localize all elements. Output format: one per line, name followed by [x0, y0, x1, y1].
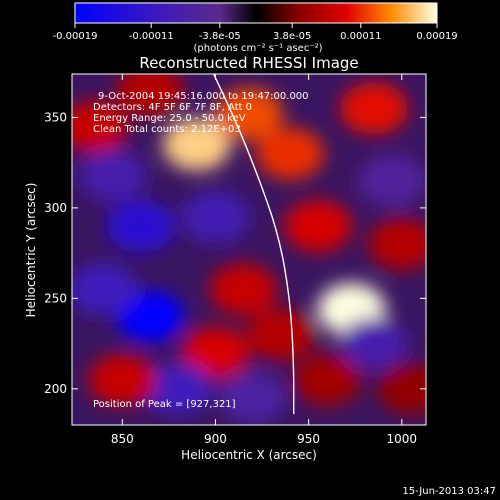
- annotation-time: 9-Oct-2004 19:45:16.000 to 19:47:00.000: [98, 91, 309, 102]
- chart-title: Reconstructed RHESSI Image: [139, 54, 358, 72]
- colorbar-tick-label-3: 3.8e-05: [273, 31, 311, 42]
- footer-timestamp: 15-Jun-2013 03:47: [402, 486, 496, 497]
- plot-frame: [71, 73, 427, 426]
- colorbar-tick-label-1: -0.00011: [129, 31, 174, 42]
- y-axis-ticks: 200 250 300 350: [44, 110, 426, 396]
- heatmap-blob-15: [106, 199, 175, 252]
- solar-limb-curve: [212, 74, 295, 415]
- heatmap-blob-16: [116, 290, 185, 343]
- heatmap-blob-19: [72, 263, 138, 316]
- heatmap-blob-1: [215, 87, 283, 140]
- heatmap-blob-23: [88, 353, 157, 406]
- heatmap-blob-13: [116, 74, 185, 117]
- annotation-clean: Clean Total counts: 2.12E+03: [93, 124, 241, 135]
- colorbar: [74, 2, 438, 24]
- y-tick-label-200: 200: [44, 382, 67, 396]
- peak-position-label: Position of Peak = [927,321]: [93, 399, 236, 410]
- x-tick-label-900: 900: [204, 432, 227, 446]
- x-axis-label: Heliocentric X (arcsec): [181, 448, 317, 462]
- y-tick-label-350: 350: [44, 110, 67, 124]
- colorbar-unit-label: (photons cm⁻² s⁻¹ asec⁻²): [193, 43, 322, 54]
- heatmap-blob-11: [377, 362, 426, 415]
- heatmap-blob-22: [358, 154, 426, 207]
- heatmap-blobs: [72, 74, 426, 424]
- colorbar-tick-label-0: -0.00019: [53, 31, 98, 42]
- heatmap-blob-5: [283, 199, 352, 252]
- annotation-energy: Energy Range: 25.0 - 50.0 keV: [93, 113, 246, 124]
- heatmap-blob-0: [162, 118, 231, 171]
- y-axis-label: Heliocentric Y (arcsec): [24, 183, 38, 318]
- colorbar-tick-label-5: 0.00019: [416, 31, 457, 42]
- colorbar-tick-label-2: -3.8e-05: [199, 31, 241, 42]
- heatmap-blob-18: [181, 190, 250, 243]
- heatmap-blob-17: [144, 362, 213, 415]
- x-tick-label-950: 950: [297, 432, 320, 446]
- heatmap-blob-6: [209, 263, 278, 316]
- heatmap-blob-8: [181, 326, 250, 379]
- colorbar-ticks: -0.00019 -0.00011 -3.8e-05 3.8e-05 0.00011 0.…: [53, 23, 458, 42]
- y-tick-label-250: 250: [44, 291, 67, 305]
- y-tick-label-300: 300: [44, 201, 67, 215]
- x-axis-ticks: 850 900 950 1000: [111, 74, 417, 446]
- heatmap-blob-10: [367, 218, 426, 271]
- heatmap-blob-2: [255, 127, 324, 180]
- heatmap-blob-20: [218, 371, 287, 424]
- heatmap-blob-14: [78, 149, 147, 202]
- heatmap-blob-7: [246, 308, 315, 361]
- heatmap-blob-12: [72, 100, 129, 153]
- x-tick-label-1000: 1000: [387, 432, 418, 446]
- heatmap-blob-9: [293, 353, 362, 406]
- heatmap-blob-4: [339, 82, 408, 135]
- x-tick-label-850: 850: [111, 432, 134, 446]
- heatmap-blob-21: [339, 317, 408, 370]
- colorbar-tick-label-4: 0.00011: [340, 31, 381, 42]
- annotation-detectors: Detectors: 4F 5F 6F 7F 8F, Att 0: [93, 102, 252, 113]
